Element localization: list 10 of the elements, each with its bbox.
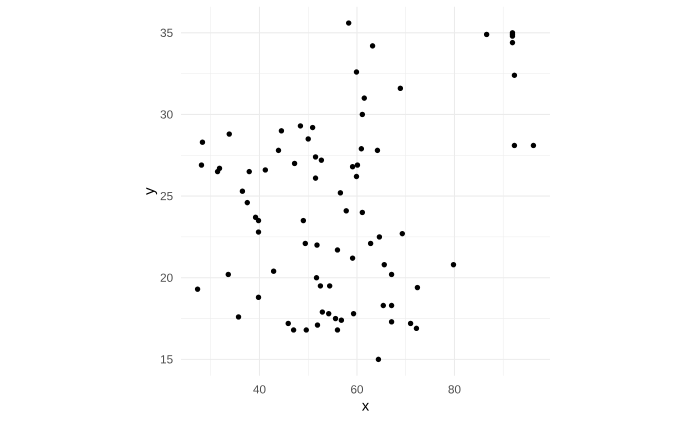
y-tick-label: 20 [160, 274, 173, 282]
y-tick-label: 30 [160, 110, 173, 119]
y-tick-label: 15 [160, 355, 173, 364]
y-tick-label: 35 [160, 28, 173, 37]
x-axis-title: x [362, 402, 370, 411]
x-tick-label: 40 [253, 385, 266, 394]
x-tick-label: 60 [351, 385, 364, 394]
y-axis-title: y [146, 188, 158, 195]
x-tick-label: 80 [448, 385, 461, 394]
y-tick-label: 25 [160, 192, 173, 200]
